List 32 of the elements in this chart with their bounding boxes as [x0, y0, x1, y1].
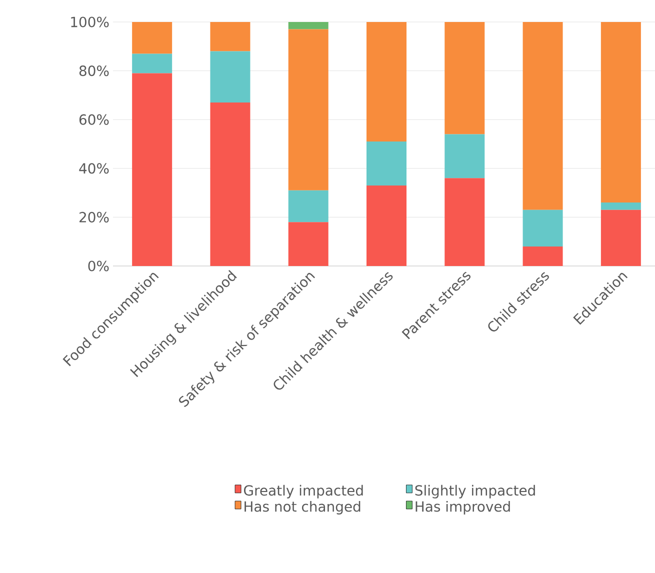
- bar: [522, 22, 563, 210]
- bar: [600, 210, 641, 266]
- bar: [522, 210, 563, 246]
- bar: [288, 22, 328, 30]
- y-tick-label: 20%: [80, 212, 109, 222]
- bar: [132, 73, 172, 266]
- bar: [210, 51, 250, 103]
- bar: [444, 134, 485, 178]
- bar: [210, 102, 250, 266]
- y-tick-label: 60%: [79, 114, 109, 125]
- bar: [366, 22, 407, 142]
- legend-label: Slightly impacted: [415, 484, 535, 498]
- bar: [288, 222, 328, 266]
- bar: [210, 22, 250, 52]
- bar: [132, 22, 172, 54]
- legend-label: Has improved: [416, 500, 510, 514]
- bar: [522, 246, 563, 266]
- bar: [288, 29, 328, 190]
- bar: [288, 190, 328, 222]
- legend-label: Greatly impacted: [244, 484, 363, 498]
- bar: [444, 178, 485, 266]
- bar: [600, 202, 641, 210]
- legend-label: Has not changed: [244, 500, 360, 514]
- y-tick-label: 100%: [71, 16, 109, 28]
- y-tick-label: 40%: [79, 163, 109, 174]
- bar: [132, 54, 172, 74]
- y-tick-label: 80%: [79, 66, 109, 76]
- bar: [600, 22, 641, 203]
- bar: [366, 142, 407, 186]
- bar: [444, 22, 485, 134]
- bar: [366, 185, 407, 266]
- y-tick-label: 0%: [88, 260, 109, 272]
